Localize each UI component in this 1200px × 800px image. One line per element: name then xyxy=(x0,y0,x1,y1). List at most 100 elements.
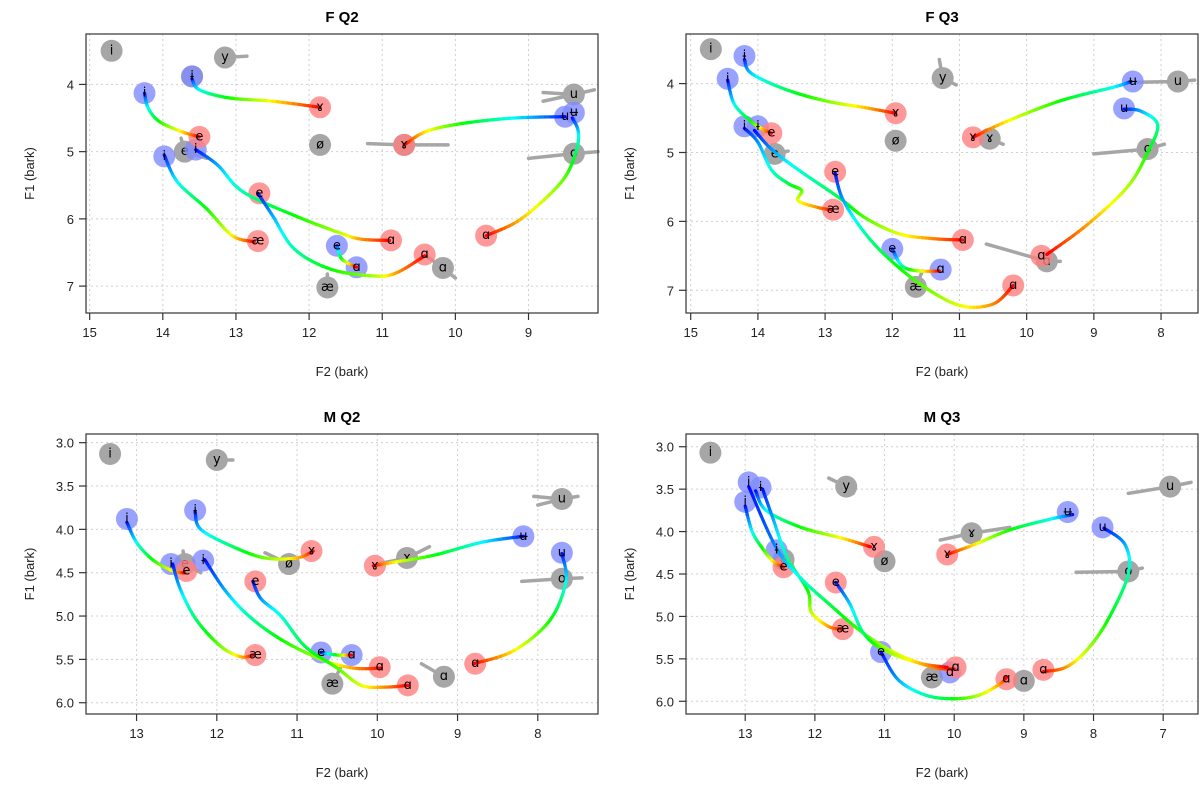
x-axis-label: F2 (bark) xyxy=(316,765,369,780)
y-tick-label: 6.0 xyxy=(656,694,674,709)
trajectory-i-to-e xyxy=(142,91,201,139)
x-tick-label: 11 xyxy=(375,325,389,340)
offset-vowel-label: ɑ xyxy=(421,247,429,262)
reference-vowel-marker xyxy=(920,666,943,689)
panel-m-q3: M Q3 13 12 11 10 9 8 7 3.0 3.5 4.0 4.5 5.0 5.5 6.0 F2 (… xyxy=(622,409,1199,780)
x-tick-label: 12 xyxy=(808,726,822,741)
reference-vowel-label: ø xyxy=(892,133,900,148)
reference-vowels: iyeøɤuoæɑ xyxy=(699,38,1197,298)
reference-vowel-label: y xyxy=(842,479,850,494)
trajectories xyxy=(125,510,568,690)
reference-vowel-label: u xyxy=(1174,74,1182,89)
chart-title: M Q2 xyxy=(324,409,361,426)
offset-vowel-label: e xyxy=(182,563,190,578)
offset-vowel-label: e xyxy=(780,560,788,575)
trajectory-i-to-æ xyxy=(761,487,845,631)
y-tick-label: 5 xyxy=(667,145,674,160)
x-tick-label: 10 xyxy=(448,325,462,340)
reference-vowel-marker xyxy=(99,442,122,465)
trajectory-segment xyxy=(1010,283,1015,289)
x-tick-label: 10 xyxy=(1019,325,1033,340)
reference-vowel-label: ø xyxy=(316,137,324,152)
offset-vowel-marker xyxy=(944,656,967,679)
offset-vowel-label: æ xyxy=(249,648,262,663)
y-tick-label: 6 xyxy=(67,212,74,227)
reference-vowel-label: o xyxy=(558,571,566,586)
trajectories xyxy=(743,485,1132,701)
x-tick-label: 11 xyxy=(290,726,304,741)
onset-vowel-marker xyxy=(181,65,204,88)
reference-vowel-marker xyxy=(699,441,722,464)
offset-vowel-label: æ xyxy=(836,622,849,637)
offset-vowel-marker xyxy=(244,644,267,667)
y-tick-label: 5 xyxy=(67,145,74,160)
reference-vowel-marker xyxy=(432,665,455,688)
trajectory-e-to-ɑ xyxy=(256,191,427,278)
reference-vowel-marker xyxy=(205,449,228,472)
panel-f-q3: F Q3 15 14 13 12 11 10 9 8 4 5 6 7 F2 (bark) F1 (bark)… xyxy=(622,9,1199,379)
offset-vowel-marker xyxy=(1030,244,1053,267)
x-tick-label: 11 xyxy=(953,325,967,340)
trajectory-i-to-ɑ xyxy=(752,128,965,242)
onset-vowel-marker xyxy=(734,490,757,513)
onset-vowel-label: i xyxy=(726,71,730,86)
offset-vowel-label: ɑ xyxy=(387,233,395,248)
y-tick-label: 4.0 xyxy=(656,525,674,540)
y-tick-label: 4 xyxy=(67,77,74,92)
reference-vowel-marker xyxy=(213,46,236,69)
trajectory-e-to-ɑ xyxy=(833,171,1015,309)
trajectory-i-to-æ xyxy=(171,562,255,659)
trajectory-segment xyxy=(402,142,408,147)
trajectory-e-to-ɑ xyxy=(335,244,359,269)
reference-vowel-label: i xyxy=(709,445,713,460)
trajectories xyxy=(726,57,1160,309)
onset-vowel-label: ɨ xyxy=(775,543,779,558)
offset-vowel-label: æ xyxy=(827,202,840,217)
offset-vowel-label: ɑ xyxy=(1002,672,1010,687)
trajectory-segment xyxy=(472,661,478,666)
offset-vowel-label: ɑ xyxy=(959,232,967,247)
axes: 15 14 13 12 11 10 9 4 5 6 7 F2 (bark) F1 (bark) xyxy=(22,77,532,379)
offset-vowel-label: ɤ xyxy=(400,137,408,152)
offset-vowel-marker xyxy=(863,535,886,558)
trajectory-i-to-ɑ xyxy=(203,558,383,671)
reference-vowel-marker xyxy=(309,133,332,156)
y-tick-label: 3.0 xyxy=(656,440,674,455)
x-tick-label: 13 xyxy=(129,726,143,741)
y-tick-label: 7 xyxy=(67,279,74,294)
reference-vowel-label: u xyxy=(1166,479,1174,494)
y-tick-label: 4.5 xyxy=(656,567,674,582)
trajectory-u-to-ɑ xyxy=(484,116,581,238)
trajectory-segment xyxy=(945,552,951,557)
onset-vowel-label: ɑ xyxy=(937,262,945,277)
trajectory-ɨ-to-ɤ xyxy=(742,57,898,115)
y-tick-label: 5.5 xyxy=(56,652,74,667)
onset-vowel-label: i xyxy=(747,475,751,490)
offset-vowel-marker xyxy=(1032,658,1055,681)
reference-vowel-label: u xyxy=(558,492,566,507)
x-tick-label: 13 xyxy=(229,325,243,340)
onset-vowel-label: ɑ xyxy=(352,260,360,275)
reference-vowel-marker xyxy=(562,83,585,106)
reference-vowel-label: ɑ xyxy=(440,669,448,684)
onset-vowel-label: ɨ xyxy=(193,503,197,518)
offset-vowel-marker xyxy=(244,570,267,593)
offset-vowel-label: ɑ xyxy=(1037,248,1045,263)
x-axis-label: F2 (bark) xyxy=(316,364,369,379)
onset-vowel-label: u xyxy=(561,109,569,124)
offset-vowel-label: ɑ xyxy=(1039,662,1047,677)
onset-vowel-marker xyxy=(1091,516,1114,539)
y-tick-label: 7 xyxy=(667,283,674,298)
onset-vowel-label: ʉ xyxy=(1064,505,1073,520)
y-tick-label: 5.5 xyxy=(656,652,674,667)
reference-vowel-label: ɑ xyxy=(439,260,447,275)
trajectory-u-to-ɑ xyxy=(1041,526,1132,674)
onset-vowel-marker xyxy=(184,499,207,522)
trajectory-i-to-e xyxy=(743,504,786,569)
trajectory-i-to-ɑ xyxy=(194,148,392,242)
onset-vowel-label: ɨ xyxy=(759,480,763,495)
